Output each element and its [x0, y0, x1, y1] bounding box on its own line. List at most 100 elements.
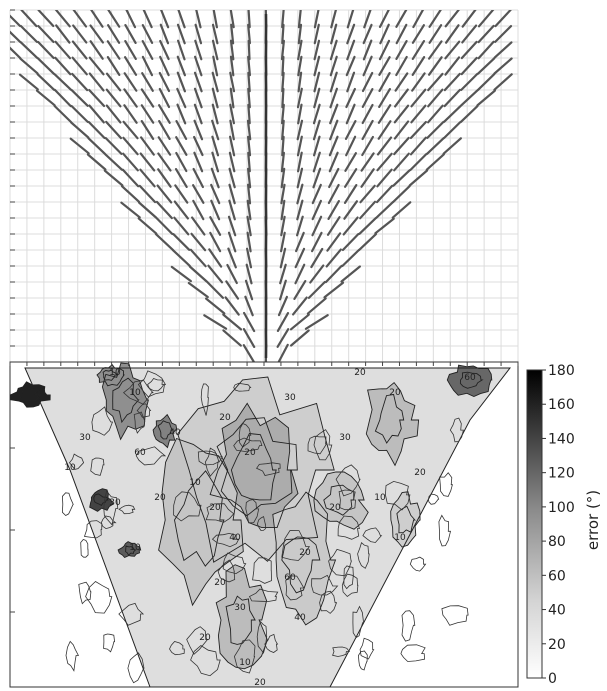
- orientation-line: [376, 168, 393, 188]
- orientation-line: [122, 152, 139, 172]
- orientation-line: [205, 297, 226, 315]
- orientation-line: [296, 183, 304, 205]
- orientation-line: [304, 314, 329, 330]
- contour-fill-blob: [216, 564, 268, 669]
- contour-squiggle: [245, 499, 260, 524]
- orientation-line: [443, 120, 462, 140]
- orientation-line: [325, 248, 342, 268]
- orientation-line: [395, 39, 408, 61]
- orientation-line: [208, 248, 223, 268]
- orientation-line: [89, 24, 105, 44]
- orientation-line: [123, 88, 138, 108]
- orientation-line: [427, 88, 444, 108]
- contour-label: 10: [239, 658, 251, 668]
- orientation-line: [139, 152, 156, 172]
- orientation-line: [346, 10, 355, 29]
- orientation-line: [122, 120, 139, 140]
- orientation-line: [281, 135, 285, 157]
- orientation-line: [194, 55, 203, 77]
- orientation-line: [344, 119, 357, 140]
- orientation-line: [54, 56, 72, 76]
- orientation-line: [476, 72, 496, 92]
- orientation-line: [124, 39, 137, 61]
- contour-axis-ticks: [9, 362, 519, 613]
- orientation-line: [281, 23, 285, 45]
- contour-fill-blob: [153, 414, 177, 448]
- orientation-line: [19, 41, 39, 59]
- orientation-line: [309, 264, 325, 284]
- contour-line: [446, 364, 493, 397]
- orientation-line: [344, 168, 358, 188]
- orientation-line: [313, 71, 321, 93]
- colorbar-tick-label: 160: [548, 397, 575, 413]
- orientation-line: [311, 231, 323, 253]
- orientation-line: [141, 55, 154, 77]
- orientation-line: [311, 199, 322, 221]
- contour-squiggle: [409, 556, 427, 572]
- orientation-line: [246, 247, 253, 269]
- orientation-line: [90, 10, 104, 28]
- colorbar: 0 20 40 60 80 100 120 140 160 180 error (°): [526, 363, 602, 687]
- orientation-line: [329, 87, 338, 109]
- contour-squiggle: [133, 411, 146, 434]
- contour-label: 20: [329, 503, 341, 513]
- colorbar-tick-label: 140: [548, 431, 575, 447]
- orientation-line: [229, 71, 236, 93]
- contour-squiggle: [65, 640, 80, 672]
- orientation-line: [247, 183, 252, 205]
- contour-squiggle: [328, 548, 352, 577]
- orientation-line: [70, 89, 89, 107]
- contour-squiggle: [357, 650, 368, 671]
- orientation-line: [444, 40, 461, 60]
- orientation-line: [329, 39, 338, 61]
- orientation-line: [171, 249, 191, 267]
- orientation-line: [228, 151, 236, 173]
- orientation-line: [411, 24, 425, 44]
- contour-squiggle: [438, 514, 452, 547]
- orientation-line: [293, 280, 307, 300]
- orientation-line: [211, 119, 220, 141]
- orientation-line: [193, 87, 203, 109]
- contour-squiggle: [332, 646, 351, 657]
- orientation-line: [247, 71, 251, 93]
- orientation-line: [88, 72, 105, 92]
- orientation-line: [279, 263, 287, 285]
- contour-label: 20: [214, 578, 226, 588]
- orientation-line: [346, 39, 356, 61]
- orientation-line: [360, 152, 375, 172]
- contour-line-inner: [102, 369, 119, 381]
- orientation-line: [10, 14, 21, 27]
- orientation-line: [281, 119, 285, 141]
- contour-squiggle: [307, 435, 328, 455]
- contour-label: 10: [374, 493, 386, 503]
- orientation-line: [87, 120, 106, 140]
- orientation-line: [276, 328, 290, 348]
- contour-squiggle: [256, 515, 267, 532]
- orientation-line: [155, 216, 174, 236]
- orientation-line: [411, 55, 426, 77]
- orientation-line: [55, 24, 71, 44]
- orientation-line: [247, 103, 251, 125]
- orientation-line: [292, 296, 308, 316]
- contour-fill-blob: [272, 492, 336, 625]
- orientation-line: [346, 71, 356, 93]
- contour-label: 20: [209, 503, 221, 513]
- contour-line-inner: [230, 433, 277, 501]
- orientation-line: [176, 55, 186, 77]
- orientation-line: [175, 136, 188, 156]
- orientation-line: [123, 56, 138, 76]
- orientation-line: [228, 167, 236, 189]
- contour-label: 10: [129, 543, 141, 553]
- contour-squiggle: [173, 491, 202, 522]
- orientation-line: [280, 39, 285, 61]
- contour-squiggle: [400, 644, 426, 662]
- contour-squiggle: [233, 437, 263, 452]
- orientation-line: [54, 40, 72, 60]
- orientation-line: [107, 10, 121, 28]
- contour-squiggle: [68, 453, 85, 470]
- orientation-line: [378, 87, 391, 109]
- orientation-line: [191, 216, 206, 236]
- contour-squiggle: [103, 490, 119, 526]
- orientation-line: [18, 73, 39, 91]
- orientation-line: [313, 10, 320, 29]
